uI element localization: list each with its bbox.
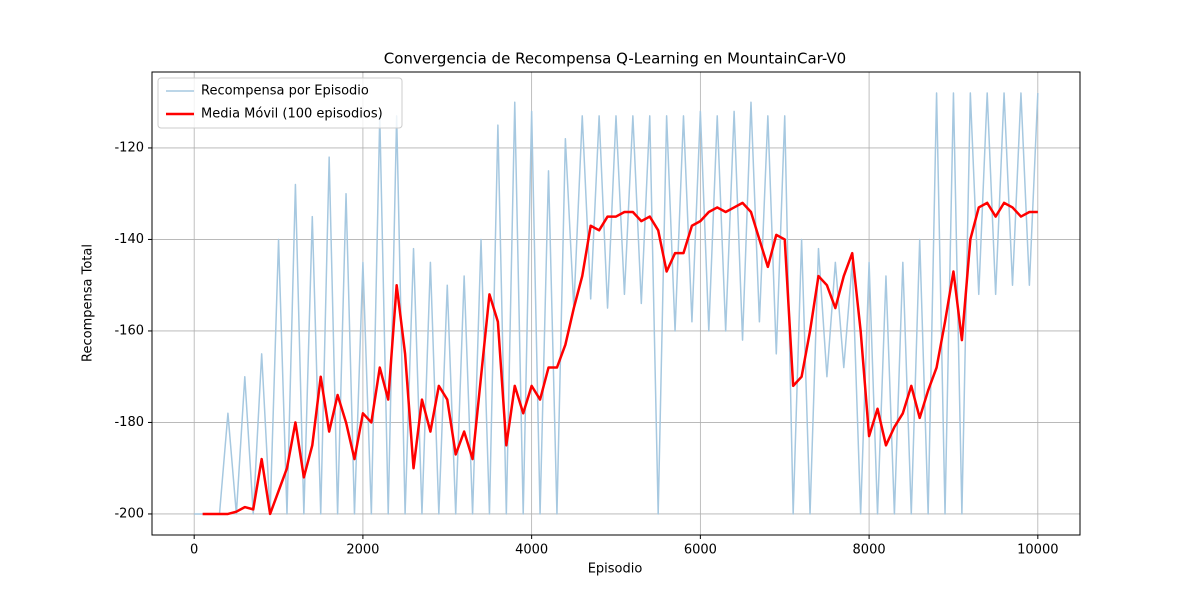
x-tick-label: 6000 bbox=[684, 543, 717, 558]
axes-frame bbox=[151, 71, 1081, 536]
y-tick-label: -140 bbox=[114, 232, 144, 247]
legend: Recompensa por Episodio Media Móvil (100 … bbox=[157, 77, 403, 129]
legend-label: Recompensa por Episodio bbox=[201, 84, 369, 99]
x-tick-label: 0 bbox=[190, 543, 198, 558]
y-tick-label: -200 bbox=[114, 506, 144, 521]
legend-box bbox=[157, 77, 403, 129]
y-tick-label: -180 bbox=[114, 415, 144, 430]
plot-area bbox=[152, 72, 1080, 535]
x-tick-label: 4000 bbox=[515, 543, 548, 558]
x-tick-label: 8000 bbox=[853, 543, 886, 558]
x-tick-label: 10000 bbox=[1017, 543, 1058, 558]
y-tick-label: -120 bbox=[114, 140, 144, 155]
x-tick-label: 2000 bbox=[346, 543, 379, 558]
series-line bbox=[202, 201, 1038, 516]
y-axis-label: Recompensa Total bbox=[81, 244, 96, 362]
series-line bbox=[194, 92, 1039, 515]
legend-label: Media Móvil (100 episodios) bbox=[201, 107, 383, 122]
x-axis-label: Episodio bbox=[588, 562, 643, 577]
y-tick-label: -160 bbox=[114, 323, 144, 338]
chart-title: Convergencia de Recompensa Q-Learning en… bbox=[384, 50, 846, 68]
